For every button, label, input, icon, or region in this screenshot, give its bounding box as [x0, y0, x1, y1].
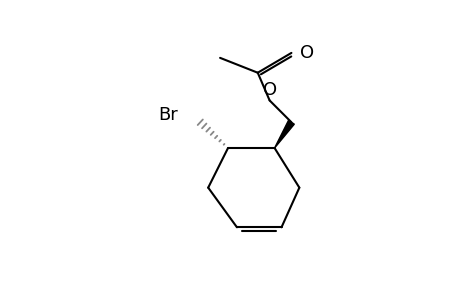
- Text: Br: Br: [158, 106, 178, 124]
- Text: O: O: [262, 82, 276, 100]
- Polygon shape: [274, 120, 294, 148]
- Text: O: O: [300, 44, 314, 62]
